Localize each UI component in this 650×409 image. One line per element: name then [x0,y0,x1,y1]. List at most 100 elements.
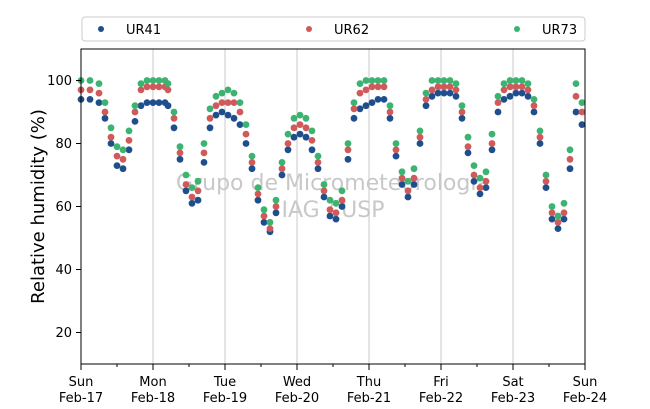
data-point [296,121,304,128]
data-point [440,77,448,84]
data-point [392,146,400,154]
data-point [206,105,214,113]
data-point [422,89,430,97]
data-point [137,80,145,87]
data-point [119,155,127,163]
data-point [500,86,508,94]
data-point [200,159,208,166]
y-tick-label: 40 [55,263,72,278]
data-point [506,83,514,91]
data-point [164,86,172,94]
data-point [416,133,424,141]
data-point [302,124,310,132]
data-point [434,89,442,97]
data-point [254,184,262,192]
data-point [566,146,574,154]
data-point [278,171,286,179]
data-point [95,80,103,87]
data-point [404,177,412,185]
data-point [194,177,202,185]
data-point [149,77,157,84]
data-point [566,165,574,173]
data-point [428,86,436,94]
data-point [260,218,268,226]
x-axis: SunFeb-17MonFeb-18TueFeb-19WedFeb-20ThuF… [59,364,607,406]
data-point [578,121,586,128]
data-point [326,196,334,204]
data-point [272,203,280,210]
data-point [326,206,334,214]
data-point [404,193,412,201]
data-point [542,184,550,192]
data-point [530,96,538,103]
data-point [314,159,322,166]
data-point [131,118,139,125]
legend-marker-UR62 [306,26,312,32]
data-point [446,89,454,97]
data-point [482,184,490,192]
data-point [548,215,556,223]
y-axis: 20 40 60 80 100 [47,74,81,341]
data-point [458,108,466,116]
data-point [320,193,328,201]
data-point [500,96,508,103]
data-point [578,108,586,116]
data-point [398,174,406,182]
data-point [314,165,322,173]
data-point [488,146,496,154]
data-point [356,89,364,97]
x-tick-date-label: Feb-17 [59,391,103,406]
data-point [458,114,466,122]
data-point [164,102,172,110]
data-point [260,212,268,220]
data-point [410,165,418,173]
data-point [137,102,145,110]
data-point [470,162,478,170]
data-point [164,80,172,87]
data-point [458,102,466,110]
data-point [554,225,562,233]
data-point [107,133,115,141]
data-point [176,149,184,157]
data-point [374,83,382,91]
data-point [113,152,121,160]
data-point [494,99,502,106]
data-point [266,218,274,226]
data-point [476,184,484,192]
data-point [422,102,430,110]
data-point [254,196,262,204]
data-point [101,114,109,122]
watermark-line-1: Grupo de Micrometeorologia [176,171,490,196]
data-point [230,99,238,106]
data-point [101,108,109,116]
data-point [266,225,274,233]
data-point [332,215,340,223]
data-point [224,111,232,119]
data-point [308,146,316,154]
data-point [302,133,310,141]
data-point [260,206,268,214]
data-point [326,212,334,220]
data-point [236,121,244,128]
data-point [362,102,370,110]
data-point [143,77,151,84]
data-point [452,92,460,100]
data-point [320,187,328,195]
y-tick-label: 100 [47,74,72,89]
data-point [212,102,220,110]
data-point [428,92,436,100]
data-point [248,159,256,166]
data-point [566,155,574,163]
data-point [284,130,292,138]
data-point [272,209,280,217]
data-point [149,99,157,106]
data-point [125,127,133,135]
data-point [482,177,490,185]
data-point [374,96,382,103]
data-point [194,196,202,204]
data-point [476,190,484,198]
data-point [86,86,94,94]
data-point [572,80,580,87]
data-point [107,124,115,132]
